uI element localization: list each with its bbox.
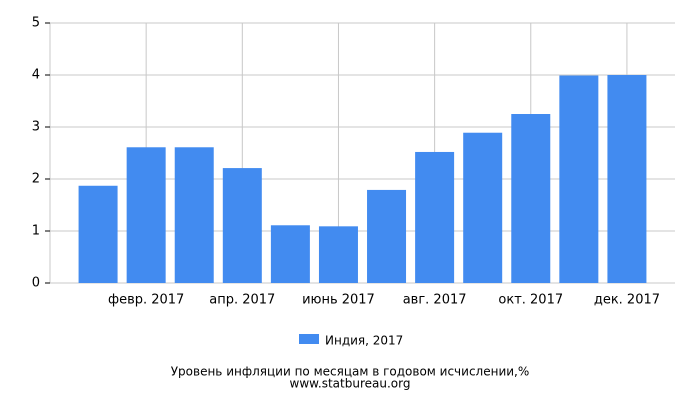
x-tick-label: июнь 2017 bbox=[302, 293, 375, 308]
legend-label: Индия, 2017 bbox=[325, 334, 403, 348]
y-tick-label: 0 bbox=[32, 276, 40, 291]
bar bbox=[222, 168, 262, 283]
legend-swatch bbox=[299, 334, 319, 344]
bar bbox=[318, 226, 358, 283]
chart-title: Уровень инфляции по месяцам в годовом ис… bbox=[171, 365, 530, 379]
bar bbox=[463, 132, 503, 283]
bar bbox=[126, 147, 166, 283]
bar bbox=[174, 147, 214, 283]
x-tick-label: окт. 2017 bbox=[498, 293, 563, 308]
bar bbox=[367, 189, 407, 283]
x-tick-label: апр. 2017 bbox=[209, 293, 275, 308]
y-tick-label: 3 bbox=[32, 120, 40, 135]
x-tick-label: дек. 2017 bbox=[594, 293, 660, 308]
x-tick-label: авг. 2017 bbox=[403, 293, 467, 308]
y-tick-label: 5 bbox=[32, 16, 40, 31]
bar bbox=[559, 75, 599, 284]
bar bbox=[270, 225, 310, 283]
y-tick-label: 2 bbox=[32, 172, 40, 187]
bar bbox=[415, 151, 455, 283]
x-tick-label: февр. 2017 bbox=[108, 293, 184, 308]
bar bbox=[511, 114, 551, 283]
y-tick-label: 4 bbox=[32, 68, 40, 83]
chart-source: www.statbureau.org bbox=[290, 377, 411, 391]
bar bbox=[78, 185, 118, 283]
y-tick-label: 1 bbox=[32, 224, 40, 239]
bar bbox=[607, 75, 647, 283]
